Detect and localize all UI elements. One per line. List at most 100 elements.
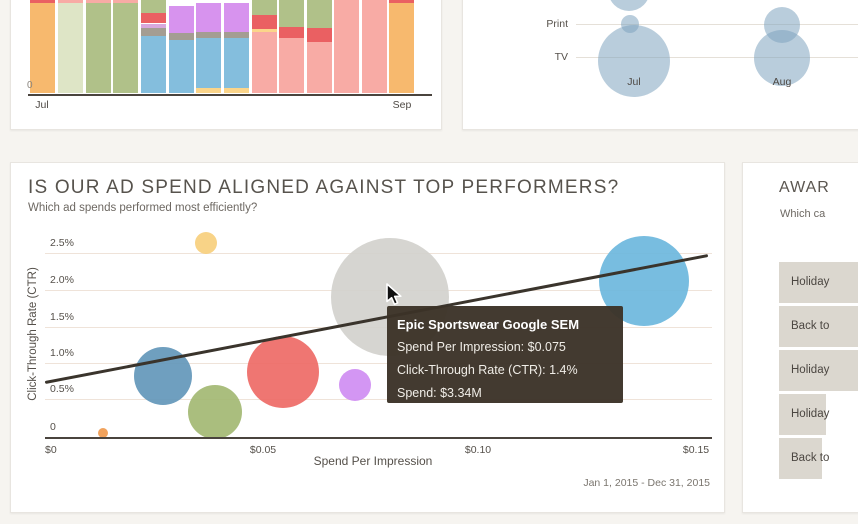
stacked-bar[interactable]: [86, 0, 111, 93]
stacked-bar[interactable]: [30, 0, 55, 93]
stacked-bar[interactable]: [113, 0, 138, 93]
stacked-bar[interactable]: [196, 0, 221, 93]
bar-segment[interactable]: [334, 0, 359, 93]
y-tick-label: 0: [50, 421, 56, 433]
data-bubble[interactable]: [339, 369, 371, 401]
stacked-bar[interactable]: [58, 0, 83, 93]
zero-label: 0: [27, 80, 33, 91]
bar-segment[interactable]: [141, 36, 166, 93]
data-bubble[interactable]: [188, 385, 242, 439]
bar-segment[interactable]: [30, 0, 55, 3]
y-gridline: [45, 399, 712, 400]
campaign-label: Holiday: [791, 276, 830, 288]
campaign-bar[interactable]: [779, 438, 822, 479]
stacked-bar[interactable]: [307, 0, 332, 93]
stacked-bar[interactable]: [224, 0, 249, 93]
bar-segment[interactable]: [169, 40, 194, 93]
campaign-bar[interactable]: [779, 262, 858, 303]
bar-segment[interactable]: [141, 28, 166, 36]
bar-segment[interactable]: [86, 3, 111, 93]
bar-segment[interactable]: [30, 3, 55, 93]
campaign-label: Holiday: [791, 364, 830, 376]
bar-segment[interactable]: [196, 32, 221, 38]
bar-segment[interactable]: [307, 42, 332, 93]
stacked-bar[interactable]: [279, 0, 304, 93]
bar-segment[interactable]: [141, 0, 166, 13]
bar-segment[interactable]: [224, 3, 249, 32]
bar-segment[interactable]: [141, 24, 166, 28]
bar-segment[interactable]: [252, 15, 277, 29]
awareness-panel-title: AWAR: [779, 179, 830, 196]
row-label: Print: [546, 18, 568, 30]
chart-tooltip: Epic Sportswear Google SEM Spend Per Imp…: [387, 306, 623, 403]
stacked-bar[interactable]: [252, 0, 277, 93]
bar-segment[interactable]: [169, 33, 194, 40]
bar-segment[interactable]: [141, 13, 166, 23]
x-axis-line: [28, 93, 432, 96]
y-tick-label: 0.5%: [50, 383, 74, 395]
bar-segment[interactable]: [196, 88, 221, 93]
date-range-label: Jan 1, 2015 - Dec 31, 2015: [583, 477, 710, 489]
bar-segment[interactable]: [307, 0, 332, 28]
y-tick-label: 1.0%: [50, 347, 74, 359]
x-tick-label: $0: [45, 444, 57, 456]
channel-bubble[interactable]: [598, 25, 670, 97]
bar-segment[interactable]: [224, 38, 249, 88]
bar-segment[interactable]: [252, 0, 277, 15]
bar-segment[interactable]: [196, 3, 221, 32]
channel-bubble[interactable]: [754, 30, 810, 86]
bar-segment[interactable]: [252, 32, 277, 93]
row-label: TV: [554, 51, 568, 63]
tooltip-spend: Spend: $3.34M: [397, 386, 482, 400]
campaign-bar[interactable]: [779, 394, 826, 435]
stacked-bar[interactable]: [389, 0, 414, 93]
bar-segment[interactable]: [86, 0, 111, 3]
y-tick-label: 2.0%: [50, 274, 74, 286]
y-tick-label: 2.5%: [50, 237, 74, 249]
bar-segment[interactable]: [279, 38, 304, 93]
bar-segment[interactable]: [389, 3, 414, 93]
tooltip-title: Epic Sportswear Google SEM: [397, 317, 580, 332]
stacked-bar[interactable]: [334, 0, 359, 93]
y-gridline: [45, 363, 712, 364]
bar-segment[interactable]: [279, 27, 304, 38]
stacked-bar[interactable]: [169, 0, 194, 93]
campaign-bar[interactable]: [779, 350, 858, 391]
x-tick-label: $0.10: [464, 444, 492, 456]
main-chart-title: IS OUR AD SPEND ALIGNED AGAINST TOP PERF…: [28, 177, 620, 198]
stacked-bar[interactable]: [141, 0, 166, 93]
channel-bubble[interactable]: [608, 0, 650, 11]
bar-segment[interactable]: [252, 29, 277, 32]
campaign-label: Holiday: [791, 408, 830, 420]
x-category-label: Aug: [772, 76, 792, 88]
data-bubble[interactable]: [195, 232, 217, 254]
x-tick-label: Sep: [392, 99, 412, 111]
x-category-label: Jul: [627, 76, 641, 88]
bar-segment[interactable]: [279, 0, 304, 27]
bar-segment[interactable]: [196, 38, 221, 88]
y-tick-label: 1.5%: [50, 311, 74, 323]
stacked-bar[interactable]: [362, 0, 387, 93]
tooltip-spend-per-impression: Spend Per Impression: $0.075: [397, 340, 566, 354]
mouse-cursor-icon: [386, 283, 402, 306]
data-bubble[interactable]: [247, 336, 319, 408]
data-bubble[interactable]: [98, 428, 108, 438]
row-gridline: [576, 24, 858, 25]
bar-segment[interactable]: [169, 6, 194, 33]
bar-segment[interactable]: [389, 0, 414, 3]
awareness-panel-subtitle: Which ca: [780, 208, 826, 220]
bar-segment[interactable]: [224, 88, 249, 93]
campaign-label: Back to: [791, 320, 830, 332]
bar-segment[interactable]: [113, 3, 138, 93]
bar-segment[interactable]: [58, 3, 83, 93]
x-tick-label: $0.05: [249, 444, 277, 456]
tooltip-ctr: Click-Through Rate (CTR): 1.4%: [397, 363, 578, 377]
bar-segment[interactable]: [362, 0, 387, 93]
campaign-bar[interactable]: [779, 306, 858, 347]
row-gridline: [576, 57, 858, 58]
bar-segment[interactable]: [224, 32, 249, 38]
bar-segment[interactable]: [113, 0, 138, 3]
bar-segment[interactable]: [58, 0, 83, 3]
bar-segment[interactable]: [307, 28, 332, 42]
